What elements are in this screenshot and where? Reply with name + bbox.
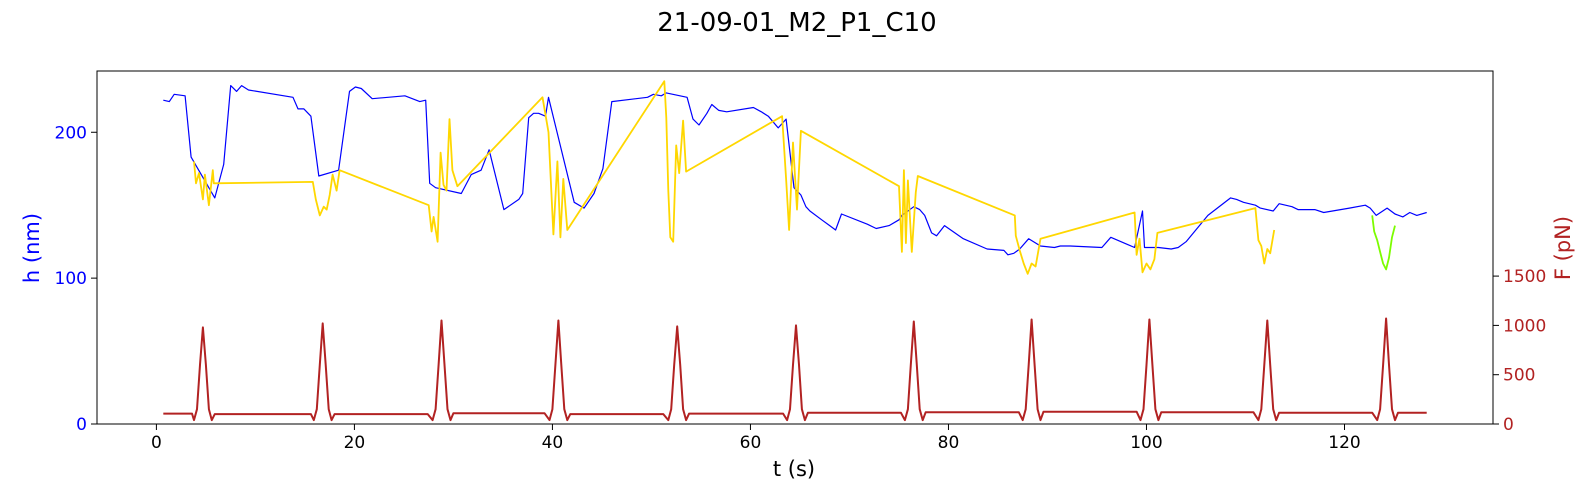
x-axis-label: t (s): [773, 457, 815, 481]
y-right-tick-label: 500: [1503, 366, 1535, 386]
x-tick-label: 120: [1328, 433, 1360, 453]
y-axis-right: 0 500 1000 1500: [1493, 267, 1546, 435]
series-h-compression: [193, 80, 1276, 275]
series-force: [163, 317, 1427, 422]
series-h-main: [163, 84, 1427, 256]
y-left-tick-label: 100: [55, 269, 87, 289]
y-axis-label-right: F (pN): [1551, 216, 1575, 280]
y-left-tick-label: 200: [55, 123, 87, 143]
chart-title: 21-09-01_M2_P1_C10: [657, 8, 936, 38]
y-left-tick-label: 0: [76, 415, 87, 435]
x-tick-label: 80: [938, 433, 960, 453]
y-right-tick-label: 1000: [1503, 316, 1546, 336]
y-axis-label-left: h (nm): [20, 213, 44, 283]
y-right-tick-label: 1500: [1503, 267, 1546, 287]
x-tick-label: 100: [1130, 433, 1162, 453]
y-axis-left: 0 100 200: [55, 123, 97, 435]
plot-frame: [96, 70, 1494, 425]
x-tick-label: 40: [542, 433, 564, 453]
x-tick-label: 0: [151, 433, 162, 453]
series-h-highlight: [1371, 215, 1396, 271]
x-tick-label: 60: [740, 433, 762, 453]
y-right-tick-label: 0: [1503, 415, 1514, 435]
x-axis: 0 20 40 60 80 100 120: [151, 424, 1361, 453]
plot-area: [163, 80, 1427, 422]
x-tick-label: 20: [344, 433, 366, 453]
